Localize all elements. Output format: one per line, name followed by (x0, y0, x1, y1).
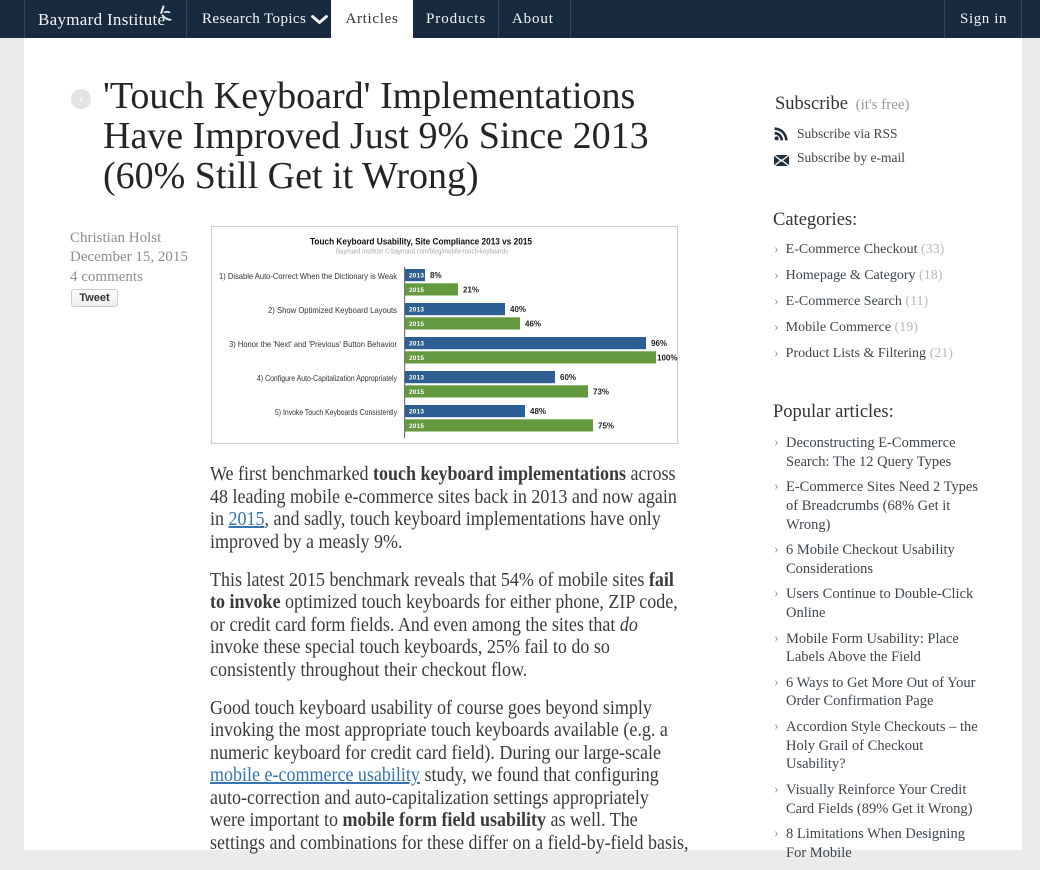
svg-text:60%: 60% (560, 373, 576, 382)
svg-text:2015: 2015 (409, 287, 424, 294)
svg-text:100%: 100% (657, 353, 677, 362)
svg-text:Touch Keyboard Usability, Site: Touch Keyboard Usability, Site Complianc… (310, 237, 533, 248)
svg-text:Baymard Institute © baymard.co: Baymard Institute © baymard.com/blog/mob… (336, 248, 508, 256)
svg-text:96%: 96% (651, 339, 667, 348)
svg-text:2013: 2013 (409, 273, 424, 280)
svg-text:2013: 2013 (409, 409, 424, 416)
svg-text:2015: 2015 (409, 355, 424, 362)
svg-text:73%: 73% (593, 387, 609, 396)
svg-text:40%: 40% (510, 305, 526, 314)
svg-text:1) Disable Auto-Correct When t: 1) Disable Auto-Correct When the Diction… (219, 271, 398, 281)
svg-text:3) Honor the 'Next' and 'Previ: 3) Honor the 'Next' and 'Previous' Butto… (229, 339, 397, 349)
svg-text:48%: 48% (530, 407, 546, 416)
svg-text:2013: 2013 (409, 375, 424, 382)
svg-text:2013: 2013 (409, 307, 424, 314)
svg-text:2) Show Optimized Keyboard Lay: 2) Show Optimized Keyboard Layouts (268, 305, 397, 315)
svg-text:5) Invoke Touch Keyboards Cons: 5) Invoke Touch Keyboards Consistently (275, 407, 398, 417)
svg-text:21%: 21% (463, 285, 479, 294)
svg-text:4) Configure Auto-Capitalizati: 4) Configure Auto-Capitalization Appropr… (257, 373, 398, 383)
svg-text:8%: 8% (430, 271, 442, 280)
svg-text:2015: 2015 (409, 423, 424, 430)
svg-text:46%: 46% (525, 319, 541, 328)
svg-text:75%: 75% (598, 421, 614, 430)
svg-text:2013: 2013 (409, 341, 424, 348)
svg-text:2015: 2015 (409, 321, 424, 328)
svg-text:2015: 2015 (409, 389, 424, 396)
